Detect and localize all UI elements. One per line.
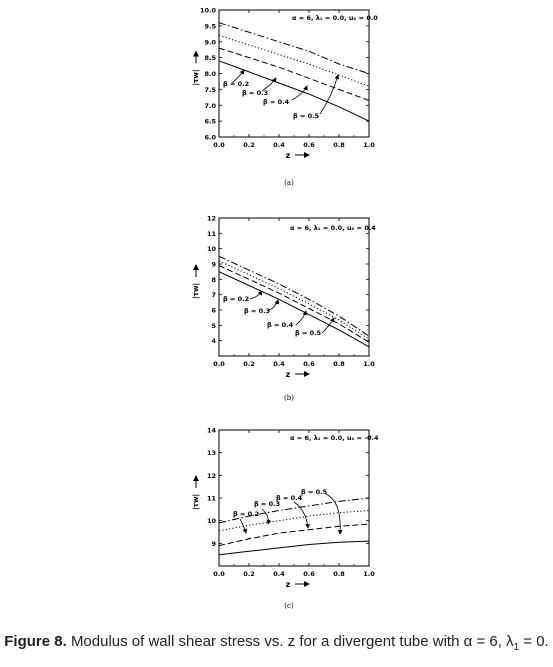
panel-c-annotation: α = 6, λ₁ = 0.0, u₀ = -0.4 [290, 434, 379, 442]
panel-b-y-tick-label: 7 [211, 291, 216, 299]
panel-c-series-line [218, 523, 370, 547]
panel-b-x-tick-label: 0.0 [213, 360, 225, 368]
panel-b-series-arrow [295, 310, 308, 326]
panel-b-x-axis-label: z [286, 370, 291, 379]
panel-c-x-tick-label: 0.0 [213, 570, 225, 578]
panel-a-series-line [218, 22, 370, 74]
panel-c-x-tick-label: 0.2 [243, 570, 255, 578]
panel-b-series-label: β = 0.4 [267, 321, 294, 329]
panel-b-y-tick-label: 9 [211, 261, 216, 269]
panel-a-series-label: β = 0.2 [223, 80, 249, 88]
caption-text-end: = 0. [519, 633, 549, 650]
panel-b-y-tick-label: 6 [211, 307, 216, 315]
panel-c-y-axis-label: |τw| [192, 494, 201, 510]
figure-caption: Figure 8. Modulus of wall shear stress v… [0, 632, 553, 658]
panel-b-x-tick-label: 0.6 [303, 360, 315, 368]
panel-a-y-tick-label: 9.0 [204, 38, 216, 46]
panel-b-series-arrow [321, 317, 335, 334]
panel-a-x-tick-label: 0.6 [303, 141, 315, 149]
panel-b-series-line [218, 260, 370, 340]
caption-text: Modulus of wall shear stress vs. z for a… [70, 633, 514, 650]
panel-b-x-tick-label: 0.8 [333, 360, 345, 368]
panel-a-series-arrow [319, 74, 340, 115]
panel-b-series-line [218, 255, 370, 337]
panel-a-y-tick-label: 8.0 [204, 70, 216, 78]
panel-b-series-line [218, 265, 370, 343]
panel-c-series-line [218, 497, 370, 524]
panel-c-x-axis-label: z [286, 580, 291, 589]
panel-a-y-tick-label: 7.5 [204, 86, 216, 94]
panel-a-x-tick-label: 0.2 [243, 141, 255, 149]
panel-b-plot-frame [218, 217, 370, 357]
panel-b-series-arrow [267, 299, 280, 312]
panel-b-series-label: β = 0.2 [223, 295, 249, 303]
panel-c-series-arrow [239, 518, 248, 534]
panel-c-y-tick-label: 12 [207, 472, 216, 480]
panel-a-y-tick-label: 7.0 [204, 102, 216, 110]
panel-b-y-axis-label: |τw| [192, 283, 201, 299]
panel-a-y-tick-label: 6.5 [204, 118, 216, 126]
panel-a-series-label: β = 0.5 [293, 112, 320, 120]
panel-c-series-line [218, 510, 370, 532]
panel-c-y-tick-label: 14 [207, 427, 217, 435]
panel-c-x-tick-label: 0.6 [303, 570, 315, 578]
panel-b-x-tick-label: 1.0 [363, 360, 375, 368]
panel-c-x-tick-label: 1.0 [363, 570, 375, 578]
panel-c-series-arrow [325, 493, 343, 535]
caption-figure-label: Figure 8. [4, 633, 67, 650]
panel-c-x-tick-label: 0.4 [273, 570, 285, 578]
panel-c-series-label: β = 0.4 [276, 494, 303, 502]
panel-b-x-tick-label: 0.4 [273, 360, 285, 368]
panel-b-y-tick-label: 4 [211, 337, 216, 345]
panel-a-x-tick-label: 0.8 [333, 141, 345, 149]
panel-c-series-line [218, 540, 370, 556]
panel-b-series-line [218, 271, 370, 348]
panel-a-y-tick-label: 10.0 [200, 7, 217, 15]
panel-c-series-arrow [261, 508, 272, 525]
panel-c-series-label: β = 0.3 [254, 500, 280, 508]
panel-a-x-tick-label: 0.0 [213, 141, 225, 149]
panel-b-series-label: β = 0.3 [244, 307, 270, 315]
panel-a-series-line [218, 34, 370, 87]
panel-a-annotation: α = 6, λ₁ = 0.0, u₀ = 0.0 [292, 14, 378, 22]
caption-subscript: 1 [513, 642, 520, 653]
panel-c-y-tick-label: 11 [207, 495, 217, 503]
panel-b-y-tick-label: 10 [207, 245, 217, 253]
panel-c-y-tick-label: 10 [207, 517, 217, 525]
panel-a-panel-label: (a) [284, 179, 294, 187]
panel-a-x-tick-label: 0.4 [273, 141, 285, 149]
panel-a-series-arrow [231, 69, 245, 84]
panel-b-series-arrow [249, 290, 263, 300]
panel-a-series-label: β = 0.4 [263, 98, 290, 106]
panel-a-x-axis-label: z [286, 151, 291, 160]
panel-a-series-arrow [261, 77, 277, 92]
panel-b-y-tick-label: 12 [207, 215, 216, 223]
panel-b-x-tick-label: 0.2 [243, 360, 255, 368]
panel-a-series-arrow [291, 85, 308, 101]
panel-b-y-tick-label: 11 [207, 230, 217, 238]
panel-a-y-axis-label: |τw| [192, 69, 201, 85]
panel-a-x-tick-label: 1.0 [363, 141, 375, 149]
panel-a-series-label: β = 0.3 [242, 89, 268, 97]
panel-a-y-tick-label: 8.5 [204, 54, 216, 62]
panel-c-series-arrow [293, 501, 310, 529]
panel-c-y-tick-label: 9 [211, 540, 216, 548]
panel-c-series-label: β = 0.2 [233, 510, 259, 518]
panel-a-y-tick-label: 9.5 [204, 22, 216, 30]
panel-c-series-label: β = 0.5 [301, 488, 328, 496]
panel-b-panel-label: (b) [284, 394, 294, 402]
panel-b-series-label: β = 0.5 [295, 329, 322, 337]
panel-b-y-tick-label: 5 [211, 322, 216, 330]
panel-c-panel-label: (c) [284, 602, 294, 610]
panel-a-y-tick-label: 6.0 [204, 134, 216, 142]
panel-c-x-tick-label: 0.8 [333, 570, 345, 578]
panel-b-y-tick-label: 8 [211, 276, 216, 284]
panel-b-annotation: α = 6, λ₁ = 0.0, u₀ = 0.4 [290, 224, 376, 232]
panel-c-y-tick-label: 13 [207, 449, 216, 457]
